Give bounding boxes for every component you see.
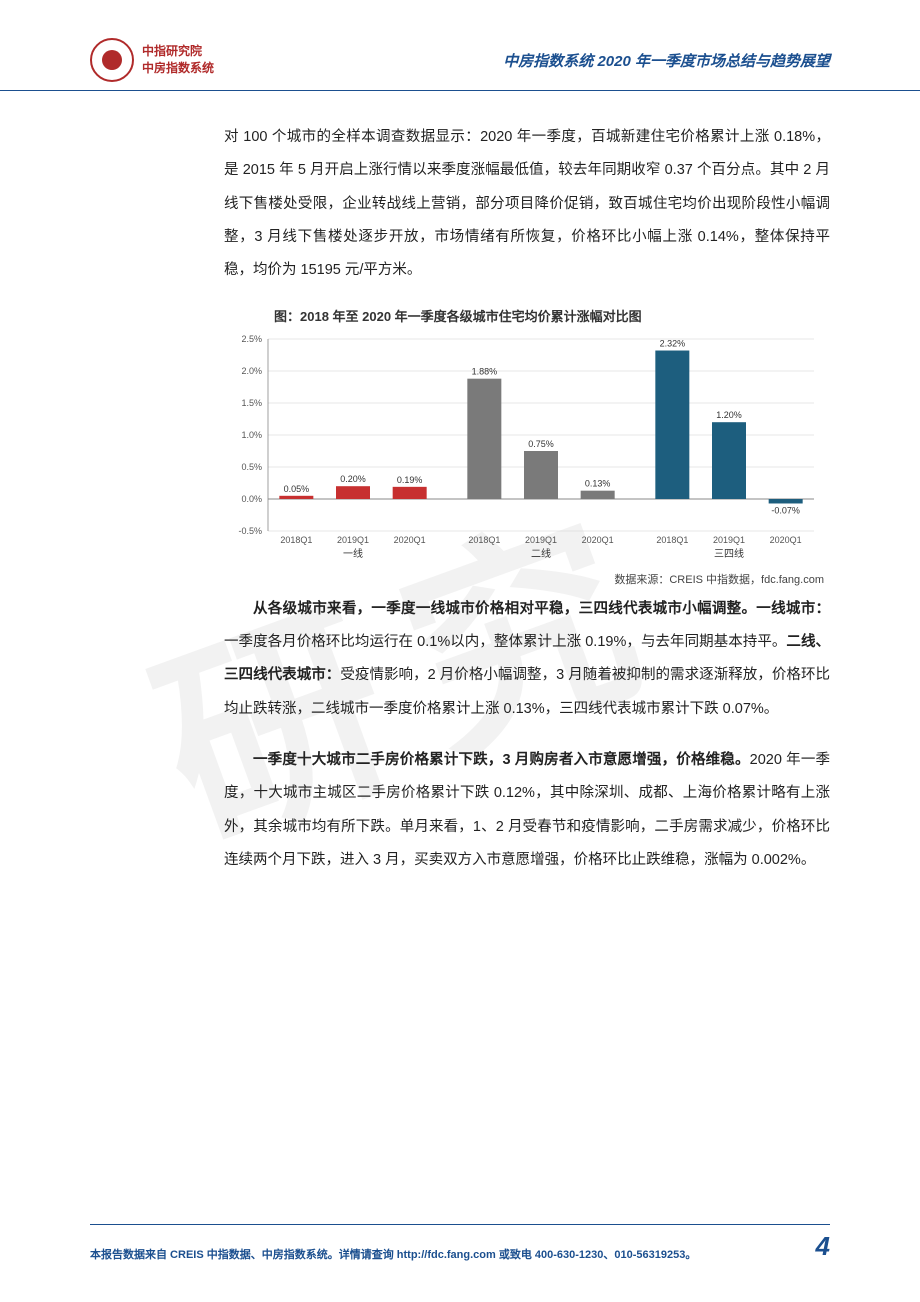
svg-text:2020Q1: 2020Q1 [582,535,614,545]
page-footer: 本报告数据来自 CREIS 中指数据、中房指数系统。详情请查询 http://f… [90,1224,830,1262]
p2-bold1: 从各级城市来看，一季度一线城市价格相对平稳，三四线代表城市小幅调整。一线城市： [253,601,830,617]
logo-line1: 中指研究院 [142,43,214,60]
svg-text:2.32%: 2.32% [660,338,686,348]
svg-text:1.5%: 1.5% [241,398,262,408]
svg-text:0.5%: 0.5% [241,462,262,472]
main-content: 对 100 个城市的全样本调查数据显示：2020 年一季度，百城新建住宅价格累计… [0,91,920,877]
logo-icon [90,38,134,82]
svg-text:0.19%: 0.19% [397,475,423,485]
p3-bold: 一季度十大城市二手房价格累计下跌，3 月购房者入市意愿增强，价格维稳。 [253,752,750,768]
svg-text:2018Q1: 2018Q1 [656,535,688,545]
svg-text:2018Q1: 2018Q1 [468,535,500,545]
svg-text:一线: 一线 [343,547,363,560]
svg-text:0.0%: 0.0% [241,494,262,504]
bar-chart: -0.5% 0.0% 0.5% 1.0% 1.5% 2.0% 2.5% 0.05% 2018Q1… [224,329,824,569]
page-number: 4 [816,1231,830,1262]
paragraph-1: 对 100 个城市的全样本调查数据显示：2020 年一季度，百城新建住宅价格累计… [224,121,830,288]
logo-line2: 中房指数系统 [142,60,214,77]
footer-text: 本报告数据来自 CREIS 中指数据、中房指数系统。详情请查询 http://f… [90,1246,696,1262]
svg-text:2019Q1: 2019Q1 [525,535,557,545]
svg-text:0.20%: 0.20% [340,474,366,484]
svg-text:-0.5%: -0.5% [238,526,262,536]
svg-text:0.13%: 0.13% [585,478,611,488]
svg-text:1.20%: 1.20% [716,410,742,420]
svg-text:2020Q1: 2020Q1 [770,535,802,545]
p2-rest1: 一季度各月价格环比均运行在 0.1%以内，整体累计上涨 0.19%，与去年同期基… [224,634,786,650]
svg-text:2019Q1: 2019Q1 [337,535,369,545]
chart-source: 数据来源：CREIS 中指数据，fdc.fang.com [224,571,830,587]
svg-text:2019Q1: 2019Q1 [713,535,745,545]
svg-text:0.75%: 0.75% [528,439,554,449]
svg-text:二线: 二线 [531,547,551,560]
page-header: 中指研究院 中房指数系统 中房指数系统 2020 年一季度市场总结与趋势展望 [0,0,920,91]
svg-text:1.0%: 1.0% [241,430,262,440]
svg-text:2018Q1: 2018Q1 [280,535,312,545]
header-title: 中房指数系统 2020 年一季度市场总结与趋势展望 [503,50,830,71]
svg-text:1.88%: 1.88% [472,366,498,376]
svg-text:-0.07%: -0.07% [771,505,800,515]
svg-text:2.5%: 2.5% [241,334,262,344]
paragraph-3: 一季度十大城市二手房价格累计下跌，3 月购房者入市意愿增强，价格维稳。2020 … [224,744,830,877]
svg-text:0.05%: 0.05% [284,484,310,494]
p3-rest: 2020 年一季度，十大城市主城区二手房价格累计下跌 0.12%，其中除深圳、成… [224,752,830,868]
logo-block: 中指研究院 中房指数系统 [90,38,214,82]
chart-title: 图：2018 年至 2020 年一季度各级城市住宅均价累计涨幅对比图 [224,306,830,325]
chart-container: 图：2018 年至 2020 年一季度各级城市住宅均价累计涨幅对比图 -0.5%… [224,306,830,587]
svg-text:2020Q1: 2020Q1 [394,535,426,545]
svg-text:2.0%: 2.0% [241,366,262,376]
svg-text:三四线: 三四线 [714,547,744,560]
paragraph-2: 从各级城市来看，一季度一线城市价格相对平稳，三四线代表城市小幅调整。一线城市： 一… [224,593,830,726]
